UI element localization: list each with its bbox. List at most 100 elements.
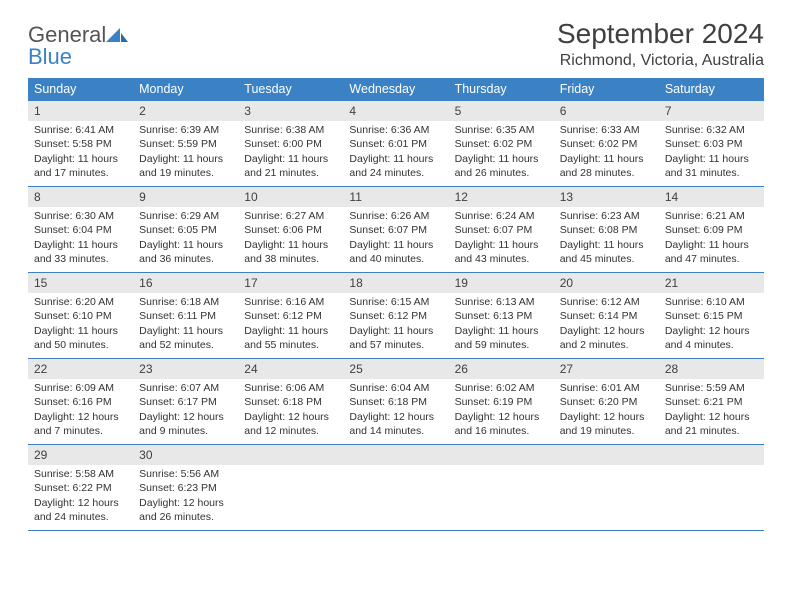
- sunrise-text: Sunrise: 6:32 AM: [665, 123, 758, 137]
- sunset-text: Sunset: 6:21 PM: [665, 395, 758, 409]
- calendar-table: Sunday Monday Tuesday Wednesday Thursday…: [28, 78, 764, 531]
- sunrise-text: Sunrise: 6:09 AM: [34, 381, 127, 395]
- day-number: 9: [133, 187, 238, 207]
- day-number: 16: [133, 273, 238, 293]
- sunset-text: Sunset: 6:13 PM: [455, 309, 548, 323]
- sunset-text: Sunset: 6:02 PM: [560, 137, 653, 151]
- page-title: September 2024: [557, 18, 764, 50]
- calendar-cell: 28Sunrise: 5:59 AMSunset: 6:21 PMDayligh…: [659, 359, 764, 445]
- logo-sail-icon: [106, 24, 128, 46]
- day-number: 1: [28, 101, 133, 121]
- sunrise-text: Sunrise: 6:39 AM: [139, 123, 232, 137]
- day-details: Sunrise: 6:29 AMSunset: 6:05 PMDaylight:…: [133, 207, 238, 270]
- day-number: 30: [133, 445, 238, 465]
- calendar-cell: 16Sunrise: 6:18 AMSunset: 6:11 PMDayligh…: [133, 273, 238, 359]
- day-number: 6: [554, 101, 659, 121]
- daylight-text: and 40 minutes.: [349, 252, 442, 266]
- daylight-text: and 24 minutes.: [34, 510, 127, 524]
- daylight-text: Daylight: 12 hours: [665, 324, 758, 338]
- daylight-text: Daylight: 11 hours: [665, 238, 758, 252]
- day-details: Sunrise: 6:41 AMSunset: 5:58 PMDaylight:…: [28, 121, 133, 184]
- sunset-text: Sunset: 6:16 PM: [34, 395, 127, 409]
- daylight-text: and 33 minutes.: [34, 252, 127, 266]
- sunrise-text: Sunrise: 6:04 AM: [349, 381, 442, 395]
- day-details: Sunrise: 6:33 AMSunset: 6:02 PMDaylight:…: [554, 121, 659, 184]
- daylight-text: and 26 minutes.: [139, 510, 232, 524]
- day-number: 12: [449, 187, 554, 207]
- day-number: 15: [28, 273, 133, 293]
- day-details: Sunrise: 6:38 AMSunset: 6:00 PMDaylight:…: [238, 121, 343, 184]
- day-details: Sunrise: 6:07 AMSunset: 6:17 PMDaylight:…: [133, 379, 238, 442]
- sunrise-text: Sunrise: 5:58 AM: [34, 467, 127, 481]
- daylight-text: Daylight: 11 hours: [139, 238, 232, 252]
- sunrise-text: Sunrise: 6:06 AM: [244, 381, 337, 395]
- daylight-text: and 24 minutes.: [349, 166, 442, 180]
- day-number: 26: [449, 359, 554, 379]
- day-number: 25: [343, 359, 448, 379]
- sunrise-text: Sunrise: 6:26 AM: [349, 209, 442, 223]
- daylight-text: and 17 minutes.: [34, 166, 127, 180]
- day-details: Sunrise: 6:32 AMSunset: 6:03 PMDaylight:…: [659, 121, 764, 184]
- day-details: Sunrise: 5:56 AMSunset: 6:23 PMDaylight:…: [133, 465, 238, 528]
- sunrise-text: Sunrise: 6:35 AM: [455, 123, 548, 137]
- calendar-cell: [659, 445, 764, 531]
- daylight-text: and 52 minutes.: [139, 338, 232, 352]
- day-number-empty: [554, 445, 659, 465]
- daylight-text: and 12 minutes.: [244, 424, 337, 438]
- daylight-text: and 45 minutes.: [560, 252, 653, 266]
- daylight-text: Daylight: 11 hours: [34, 238, 127, 252]
- daylight-text: and 31 minutes.: [665, 166, 758, 180]
- sunrise-text: Sunrise: 6:36 AM: [349, 123, 442, 137]
- day-details: Sunrise: 6:13 AMSunset: 6:13 PMDaylight:…: [449, 293, 554, 356]
- daylight-text: Daylight: 11 hours: [34, 152, 127, 166]
- calendar-cell: 30Sunrise: 5:56 AMSunset: 6:23 PMDayligh…: [133, 445, 238, 531]
- daylight-text: and 14 minutes.: [349, 424, 442, 438]
- sunrise-text: Sunrise: 6:07 AM: [139, 381, 232, 395]
- daylight-text: and 2 minutes.: [560, 338, 653, 352]
- day-details: Sunrise: 6:10 AMSunset: 6:15 PMDaylight:…: [659, 293, 764, 356]
- calendar-cell: 23Sunrise: 6:07 AMSunset: 6:17 PMDayligh…: [133, 359, 238, 445]
- daylight-text: Daylight: 11 hours: [455, 238, 548, 252]
- daylight-text: and 47 minutes.: [665, 252, 758, 266]
- header: GeneralBlue September 2024 Richmond, Vic…: [28, 18, 764, 70]
- weekday-header: Wednesday: [343, 78, 448, 101]
- day-details: Sunrise: 6:04 AMSunset: 6:18 PMDaylight:…: [343, 379, 448, 442]
- sunset-text: Sunset: 5:58 PM: [34, 137, 127, 151]
- daylight-text: Daylight: 12 hours: [455, 410, 548, 424]
- daylight-text: Daylight: 11 hours: [349, 238, 442, 252]
- day-details: Sunrise: 6:35 AMSunset: 6:02 PMDaylight:…: [449, 121, 554, 184]
- daylight-text: Daylight: 11 hours: [560, 238, 653, 252]
- calendar-cell: 7Sunrise: 6:32 AMSunset: 6:03 PMDaylight…: [659, 101, 764, 187]
- calendar-cell: 22Sunrise: 6:09 AMSunset: 6:16 PMDayligh…: [28, 359, 133, 445]
- calendar-cell: 5Sunrise: 6:35 AMSunset: 6:02 PMDaylight…: [449, 101, 554, 187]
- daylight-text: Daylight: 11 hours: [349, 152, 442, 166]
- day-number: 20: [554, 273, 659, 293]
- daylight-text: and 59 minutes.: [455, 338, 548, 352]
- daylight-text: and 4 minutes.: [665, 338, 758, 352]
- calendar-cell: 21Sunrise: 6:10 AMSunset: 6:15 PMDayligh…: [659, 273, 764, 359]
- daylight-text: and 16 minutes.: [455, 424, 548, 438]
- sunrise-text: Sunrise: 6:10 AM: [665, 295, 758, 309]
- day-details: Sunrise: 6:24 AMSunset: 6:07 PMDaylight:…: [449, 207, 554, 270]
- daylight-text: and 43 minutes.: [455, 252, 548, 266]
- weekday-header: Saturday: [659, 78, 764, 101]
- day-details: Sunrise: 6:06 AMSunset: 6:18 PMDaylight:…: [238, 379, 343, 442]
- daylight-text: and 57 minutes.: [349, 338, 442, 352]
- sunset-text: Sunset: 6:00 PM: [244, 137, 337, 151]
- day-number-empty: [449, 445, 554, 465]
- calendar-cell: 12Sunrise: 6:24 AMSunset: 6:07 PMDayligh…: [449, 187, 554, 273]
- day-number: 7: [659, 101, 764, 121]
- sunset-text: Sunset: 6:09 PM: [665, 223, 758, 237]
- sunset-text: Sunset: 6:12 PM: [244, 309, 337, 323]
- day-number: 2: [133, 101, 238, 121]
- sunset-text: Sunset: 6:02 PM: [455, 137, 548, 151]
- daylight-text: Daylight: 12 hours: [665, 410, 758, 424]
- sunrise-text: Sunrise: 6:38 AM: [244, 123, 337, 137]
- daylight-text: Daylight: 12 hours: [349, 410, 442, 424]
- day-details: Sunrise: 5:59 AMSunset: 6:21 PMDaylight:…: [659, 379, 764, 442]
- daylight-text: and 7 minutes.: [34, 424, 127, 438]
- calendar-cell: 25Sunrise: 6:04 AMSunset: 6:18 PMDayligh…: [343, 359, 448, 445]
- day-number: 18: [343, 273, 448, 293]
- daylight-text: Daylight: 11 hours: [244, 238, 337, 252]
- sunset-text: Sunset: 6:14 PM: [560, 309, 653, 323]
